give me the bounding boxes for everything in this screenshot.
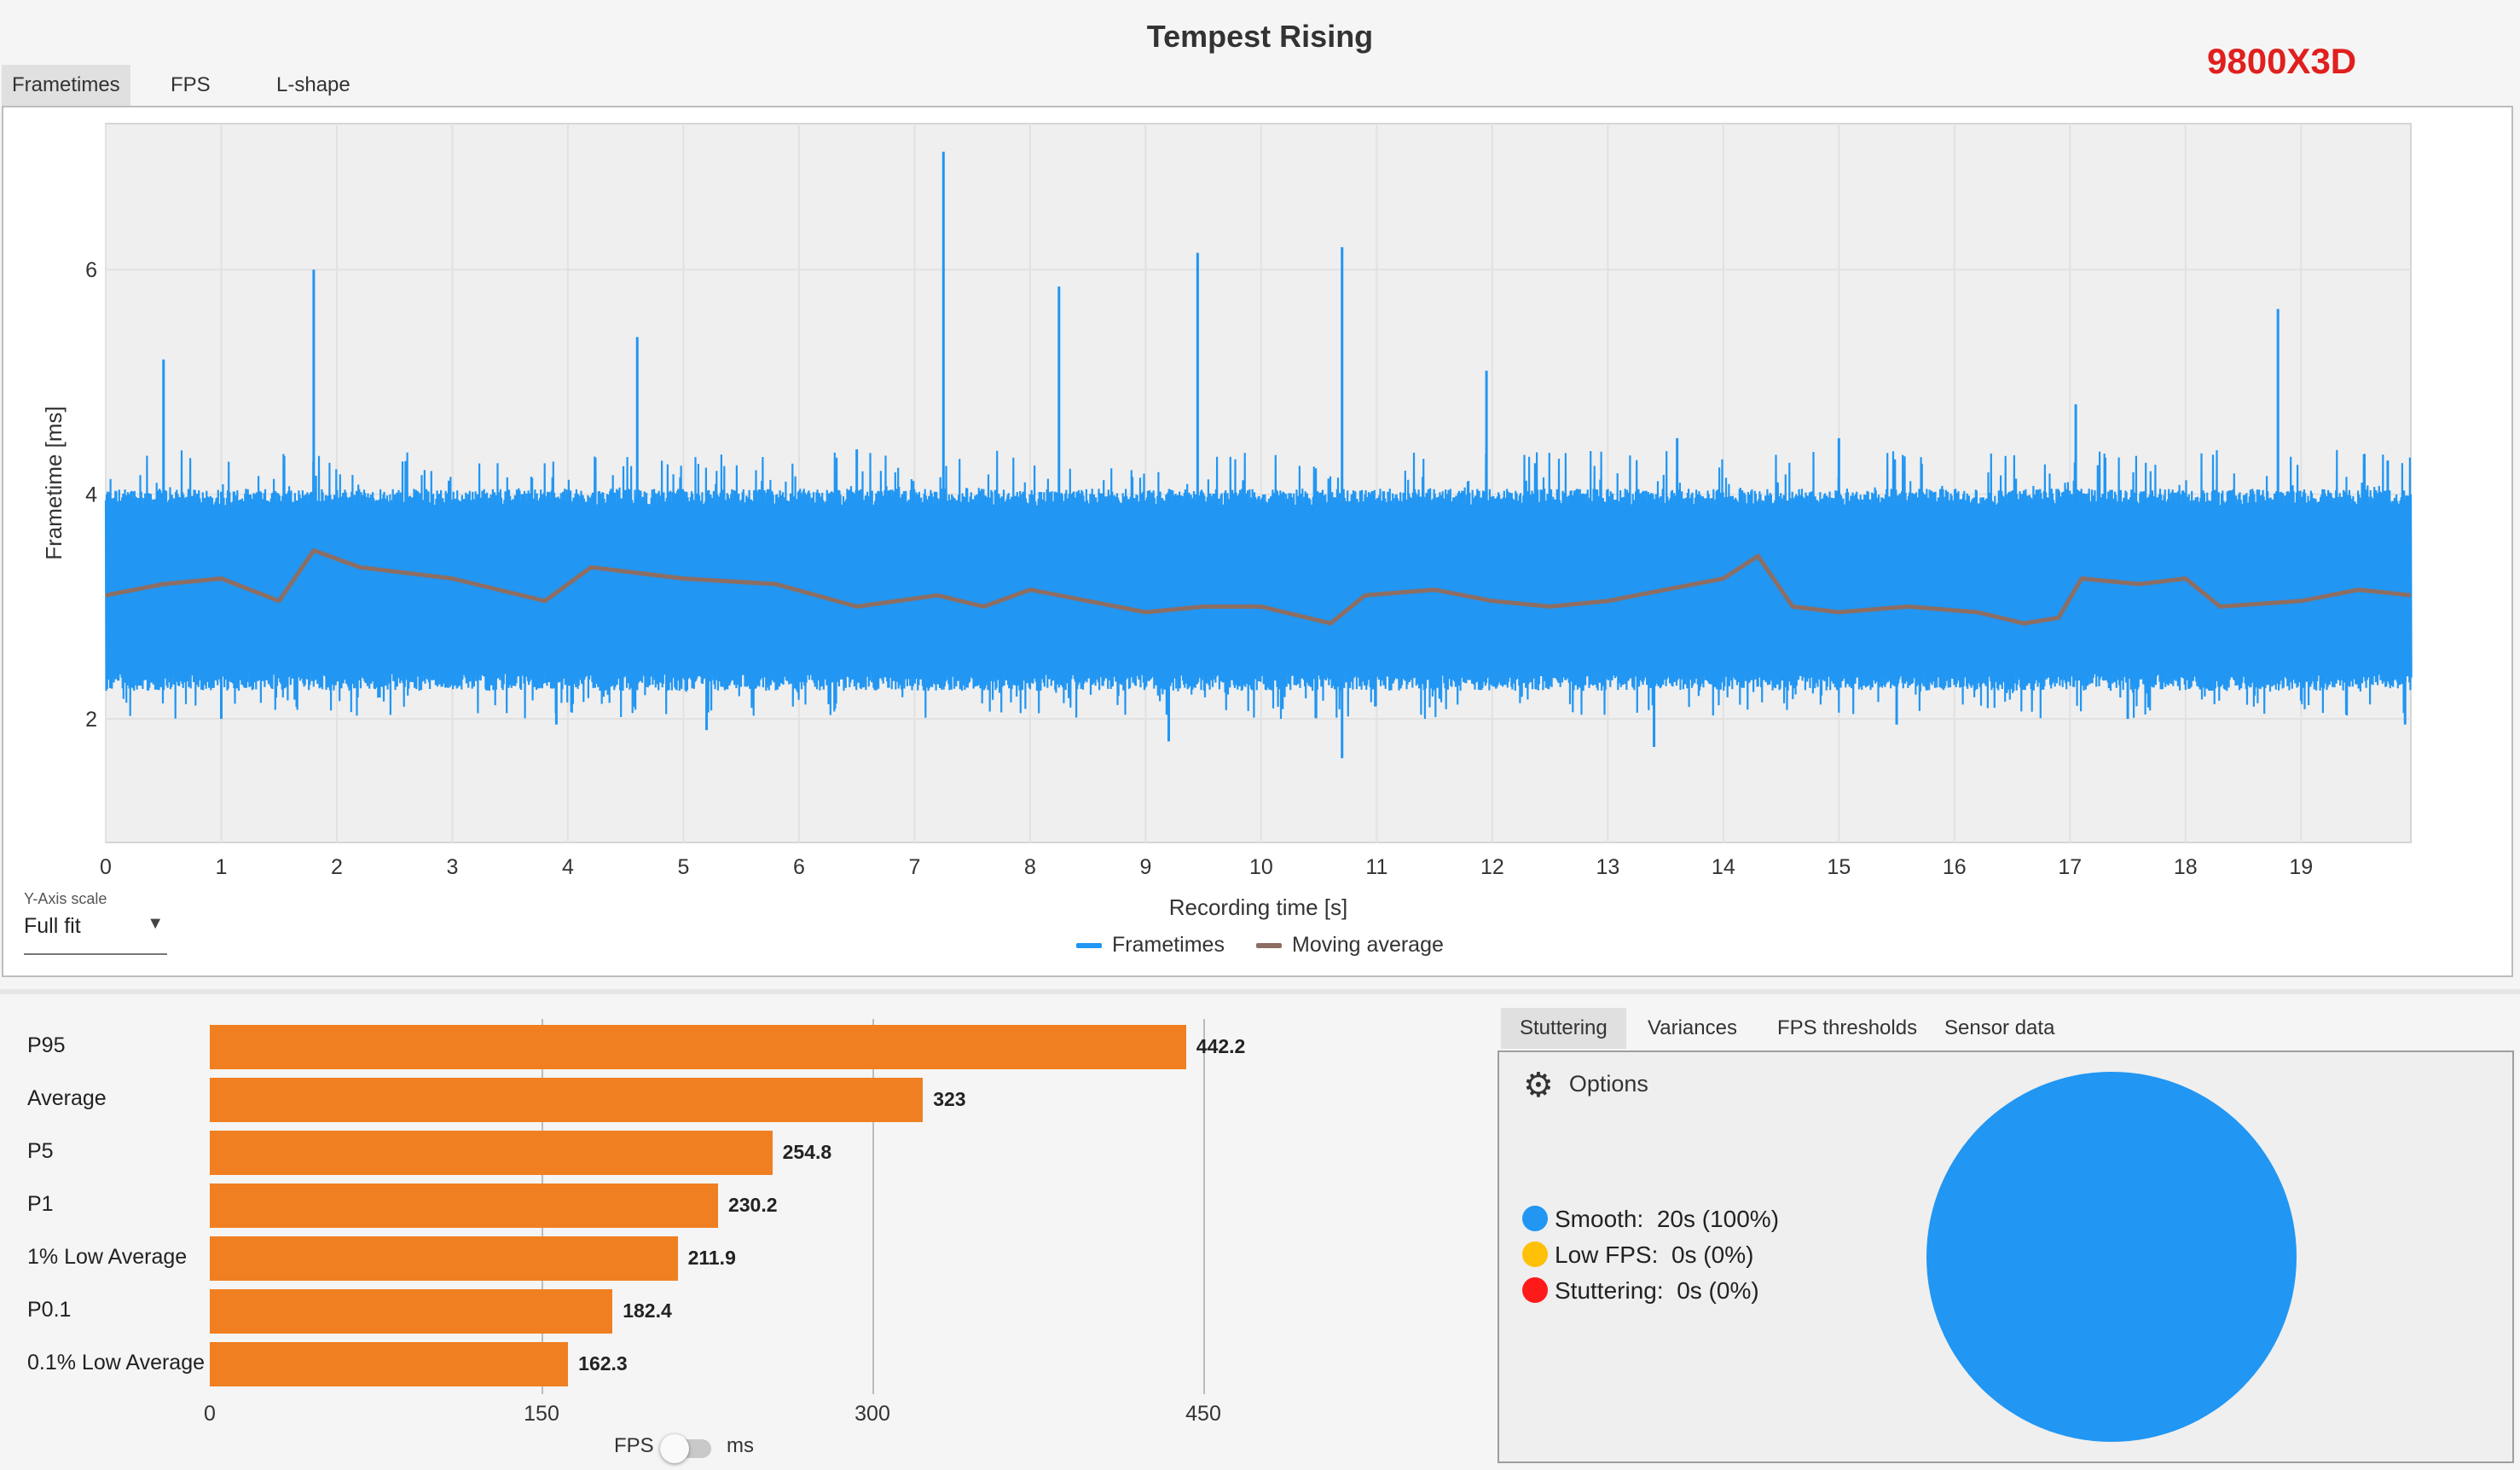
low-fps-dot bbox=[1522, 1241, 1548, 1267]
bar bbox=[210, 1236, 678, 1281]
bar-gridline bbox=[1203, 1019, 1205, 1394]
tab-fps[interactable]: FPS bbox=[171, 73, 211, 96]
tab-fps-thresholds[interactable]: FPS thresholds bbox=[1777, 1016, 1918, 1039]
x-tick-label: 0 bbox=[100, 855, 112, 879]
stat-stuttering: Stuttering: 0s (0%) bbox=[1522, 1276, 1759, 1305]
legend-frametimes-label: Frametimes bbox=[1112, 933, 1225, 957]
bar-label: P0.1 bbox=[27, 1298, 72, 1322]
bar bbox=[210, 1025, 1186, 1069]
x-tick-label: 15 bbox=[1827, 855, 1851, 879]
bar-x-tick: 0 bbox=[204, 1402, 216, 1426]
x-tick-label: 5 bbox=[677, 855, 689, 879]
gear-icon: ⚙ bbox=[1523, 1067, 1554, 1104]
y-axis-scale-select[interactable]: Full fit ▼ bbox=[24, 914, 167, 955]
section-divider bbox=[0, 989, 2520, 994]
legend-moving-average-swatch bbox=[1256, 943, 1282, 949]
x-tick-label: 18 bbox=[2174, 855, 2198, 879]
x-tick-label: 4 bbox=[562, 855, 574, 879]
x-tick-label: 11 bbox=[1365, 855, 1387, 879]
unit-toggle-knob[interactable] bbox=[660, 1434, 689, 1463]
y-tick-label: 2 bbox=[85, 708, 97, 732]
x-tick-label: 16 bbox=[1943, 855, 1967, 879]
bar bbox=[210, 1289, 613, 1334]
y-tick-label: 6 bbox=[85, 258, 97, 282]
y-axis-scale-caption: Y-Axis scale bbox=[24, 890, 107, 907]
tab-variances[interactable]: Variances bbox=[1648, 1016, 1737, 1039]
plot-area bbox=[105, 123, 2412, 843]
bar-label: P5 bbox=[27, 1139, 54, 1163]
toggle-fps-label: FPS bbox=[614, 1434, 654, 1457]
x-tick-label: 17 bbox=[2058, 855, 2082, 879]
moving-average-series bbox=[105, 548, 2412, 626]
x-tick-label: 10 bbox=[1249, 855, 1273, 879]
stat-stuttering-value: 0s (0%) bbox=[1677, 1277, 1759, 1304]
legend-moving-average[interactable]: Moving average bbox=[1256, 933, 1444, 958]
bar-x-tick: 300 bbox=[854, 1402, 890, 1426]
bar-value: 230.2 bbox=[727, 1194, 778, 1216]
stat-smooth-label: Smooth: bbox=[1555, 1206, 1644, 1232]
frametime-series bbox=[104, 449, 2413, 720]
stuttering-pie-chart bbox=[1926, 1072, 2297, 1442]
chevron-down-icon: ▼ bbox=[147, 914, 164, 933]
stat-smooth: Smooth: 20s (100%) bbox=[1522, 1205, 1780, 1234]
bar bbox=[210, 1131, 773, 1175]
tab-l-shape[interactable]: L-shape bbox=[276, 73, 350, 96]
bar bbox=[210, 1184, 718, 1228]
tab-stuttering[interactable]: Stuttering bbox=[1501, 1008, 1626, 1049]
bar-label: 1% Low Average bbox=[27, 1245, 188, 1269]
bar bbox=[210, 1078, 924, 1122]
bar-value: 211.9 bbox=[687, 1247, 736, 1269]
stat-low-fps: Low FPS: 0s (0%) bbox=[1522, 1241, 1753, 1270]
stat-low-fps-value: 0s (0%) bbox=[1671, 1241, 1754, 1268]
legend-frametimes[interactable]: Frametimes bbox=[1076, 933, 1225, 958]
x-tick-label: 9 bbox=[1139, 855, 1151, 879]
bar-value: 162.3 bbox=[578, 1352, 628, 1375]
options-button[interactable]: ⚙ Options bbox=[1523, 1066, 1648, 1105]
y-axis-label: Frametime [ms] bbox=[41, 406, 67, 560]
bar-value: 323 bbox=[933, 1088, 966, 1110]
cpu-label: 9800X3D bbox=[2207, 41, 2357, 81]
tab-sensor-data[interactable]: Sensor data bbox=[1944, 1016, 2055, 1039]
bar-gridline bbox=[872, 1019, 874, 1394]
bar-label: P95 bbox=[27, 1033, 66, 1057]
x-tick-label: 12 bbox=[1480, 855, 1504, 879]
smooth-dot bbox=[1522, 1205, 1548, 1231]
bar-x-tick: 450 bbox=[1185, 1402, 1221, 1426]
x-tick-label: 1 bbox=[216, 855, 228, 879]
app-title: Tempest Rising bbox=[1146, 19, 1374, 54]
x-tick-label: 3 bbox=[447, 855, 459, 879]
bar-value: 442.2 bbox=[1196, 1035, 1246, 1057]
x-axis-label: Recording time [s] bbox=[1169, 894, 1348, 920]
bar bbox=[210, 1342, 569, 1386]
bar-label: P1 bbox=[27, 1192, 54, 1216]
y-axis-scale-value: Full fit bbox=[24, 914, 81, 938]
x-tick-label: 2 bbox=[331, 855, 343, 879]
x-tick-label: 6 bbox=[793, 855, 805, 879]
legend-moving-average-label: Moving average bbox=[1292, 933, 1444, 957]
stat-stuttering-label: Stuttering: bbox=[1555, 1277, 1664, 1304]
frametime-chart[interactable]: 0 1 2 3 4 5 6 7 8 9 10 11 12 13 14 15 16 17 18 19246Recordi… bbox=[0, 0, 2520, 981]
bar-x-tick: 150 bbox=[524, 1402, 559, 1426]
options-label: Options bbox=[1568, 1071, 1648, 1097]
stat-smooth-value: 20s (100%) bbox=[1656, 1206, 1780, 1232]
legend-frametimes-swatch bbox=[1076, 943, 1102, 949]
bar-label: 0.1% Low Average bbox=[27, 1351, 206, 1375]
x-tick-label: 7 bbox=[908, 855, 920, 879]
stuttering-dot bbox=[1522, 1276, 1548, 1303]
tab-frametimes[interactable]: Frametimes bbox=[2, 65, 130, 106]
x-tick-label: 14 bbox=[1712, 855, 1735, 879]
toggle-ms-label: ms bbox=[727, 1434, 754, 1457]
bar-label: Average bbox=[27, 1086, 107, 1110]
y-tick-label: 4 bbox=[85, 483, 97, 507]
bar-value: 182.4 bbox=[623, 1299, 672, 1322]
x-tick-label: 19 bbox=[2289, 855, 2313, 879]
stat-low-fps-label: Low FPS: bbox=[1555, 1241, 1659, 1268]
bar-value: 254.8 bbox=[782, 1141, 832, 1163]
x-tick-label: 13 bbox=[1596, 855, 1619, 879]
x-tick-label: 8 bbox=[1024, 855, 1036, 879]
